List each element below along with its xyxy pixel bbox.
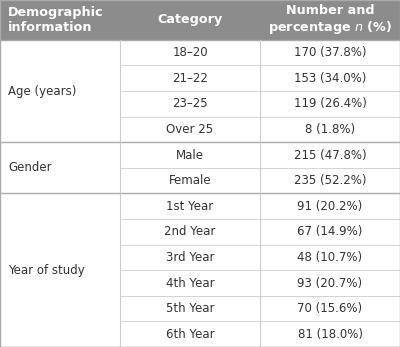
Text: 70 (15.6%): 70 (15.6%)	[298, 302, 362, 315]
Text: Year of study: Year of study	[8, 264, 85, 277]
Text: 23–25: 23–25	[172, 98, 208, 110]
Text: 5th Year: 5th Year	[166, 302, 214, 315]
Text: Number and
percentage $n$ (%): Number and percentage $n$ (%)	[268, 4, 392, 36]
Text: 6th Year: 6th Year	[166, 328, 214, 341]
Text: Age (years): Age (years)	[8, 85, 76, 98]
Text: 215 (47.8%): 215 (47.8%)	[294, 149, 366, 162]
Text: 67 (14.9%): 67 (14.9%)	[297, 225, 363, 238]
Text: 4th Year: 4th Year	[166, 277, 214, 289]
Bar	[0, 0, 400, 40]
Text: 18–20: 18–20	[172, 46, 208, 59]
Text: 48 (10.7%): 48 (10.7%)	[298, 251, 362, 264]
Text: 1st Year: 1st Year	[166, 200, 214, 213]
Text: Demographic
information: Demographic information	[8, 6, 104, 34]
Text: 8 (1.8%): 8 (1.8%)	[305, 123, 355, 136]
Text: Female: Female	[169, 174, 211, 187]
Text: 3rd Year: 3rd Year	[166, 251, 214, 264]
Text: 93 (20.7%): 93 (20.7%)	[298, 277, 362, 289]
Text: 235 (52.2%): 235 (52.2%)	[294, 174, 366, 187]
Text: 91 (20.2%): 91 (20.2%)	[297, 200, 363, 213]
Text: 119 (26.4%): 119 (26.4%)	[294, 98, 366, 110]
Text: Over 25: Over 25	[166, 123, 214, 136]
Text: Male: Male	[176, 149, 204, 162]
Text: 81 (18.0%): 81 (18.0%)	[298, 328, 362, 341]
Text: 153 (34.0%): 153 (34.0%)	[294, 72, 366, 85]
Text: Category: Category	[157, 14, 223, 26]
Text: 2nd Year: 2nd Year	[164, 225, 216, 238]
Text: Gender: Gender	[8, 161, 52, 174]
Text: 170 (37.8%): 170 (37.8%)	[294, 46, 366, 59]
Text: 21–22: 21–22	[172, 72, 208, 85]
